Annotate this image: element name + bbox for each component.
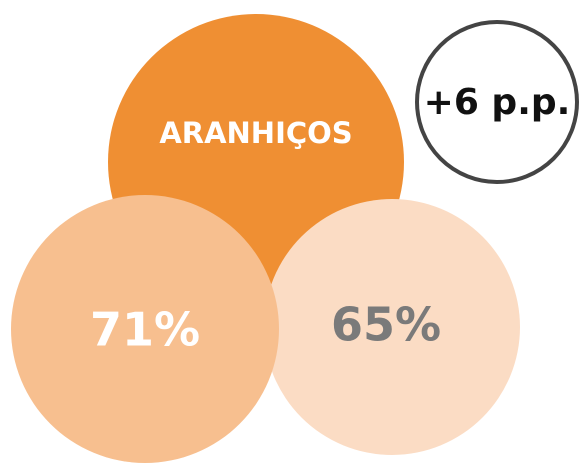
left-label: 71% <box>90 303 200 357</box>
right-circle <box>264 199 520 455</box>
badge-circle <box>415 20 579 184</box>
right-label: 65% <box>331 298 441 352</box>
left-circle <box>11 195 279 463</box>
badge-label: +6 p.p. <box>424 82 571 123</box>
main-label: ARANHIÇOS <box>159 116 352 150</box>
